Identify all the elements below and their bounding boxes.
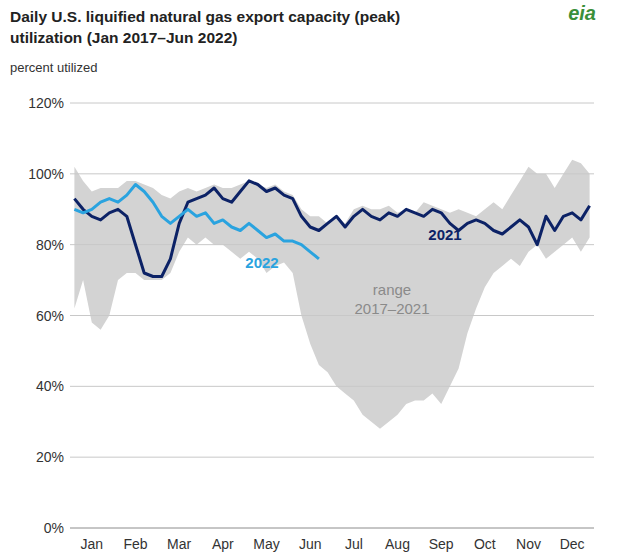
y-tick-label: 0%: [44, 520, 64, 536]
x-tick-label: May: [253, 536, 279, 552]
x-tick-label: Nov: [516, 536, 541, 552]
y-tick-label: 20%: [36, 449, 64, 465]
series-label: 2022: [245, 254, 278, 271]
x-tick-label: Apr: [212, 536, 234, 552]
y-tick-label: 120%: [28, 95, 64, 111]
y-tick-label: 40%: [36, 378, 64, 394]
y-tick-label: 60%: [36, 308, 64, 324]
subtitle: percent utilized: [10, 60, 97, 75]
series-line: [74, 185, 319, 259]
band-label: range2017–2021: [354, 281, 429, 317]
x-tick-label: Sep: [429, 536, 454, 552]
x-tick-label: Feb: [123, 536, 147, 552]
range-band: [74, 160, 589, 429]
x-tick-label: Oct: [474, 536, 496, 552]
x-tick-label: Jan: [81, 536, 104, 552]
x-tick-label: Aug: [385, 536, 410, 552]
grid-line: [70, 315, 594, 316]
y-tick-label: 80%: [36, 237, 64, 253]
grid-line: [70, 386, 594, 387]
title: utilization (Jan 2017–Jun 2022): [10, 29, 237, 46]
x-tick-label: Mar: [167, 536, 191, 552]
grid-line: [70, 528, 594, 529]
series-label: 2021: [428, 226, 461, 243]
title: Daily U.S. liquified natural gas export …: [10, 8, 400, 25]
grid-line: [70, 457, 594, 458]
lines: [74, 181, 589, 277]
x-tick-label: Jun: [299, 536, 322, 552]
series-line: [74, 181, 589, 277]
x-tick-label: Jul: [345, 536, 363, 552]
grid-line: [70, 103, 594, 104]
logo: eia: [568, 2, 596, 24]
grid-line: [70, 173, 594, 174]
chart: Daily U.S. liquified natural gas export …: [0, 0, 626, 553]
grid-line: [70, 244, 594, 245]
plot-area: [74, 160, 589, 429]
x-tick-label: Dec: [560, 536, 585, 552]
y-tick-label: 100%: [28, 166, 64, 182]
